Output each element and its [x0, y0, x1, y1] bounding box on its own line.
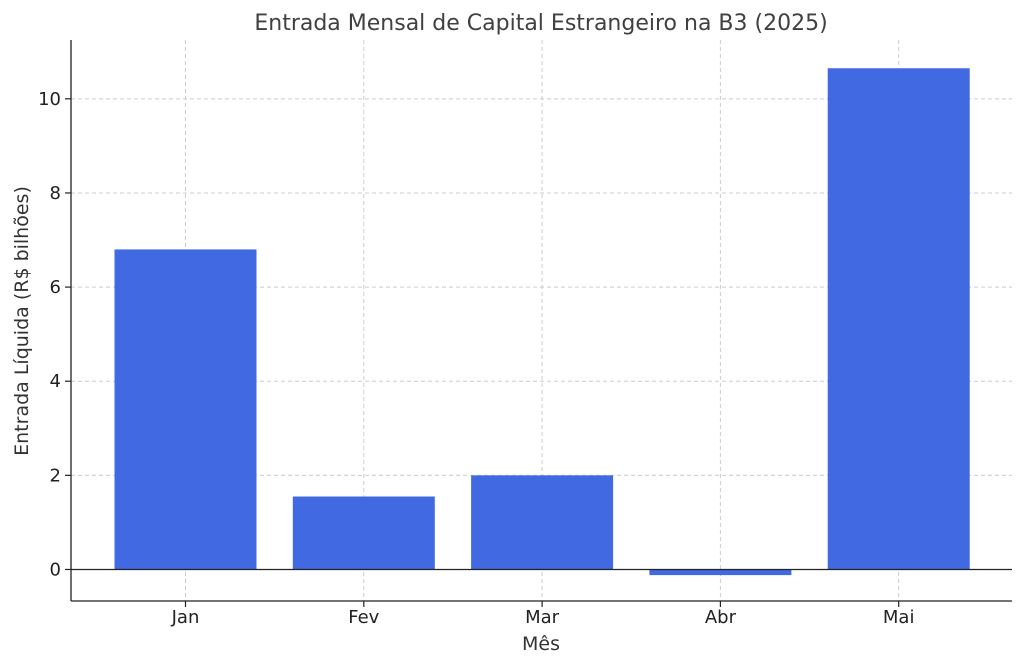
- y-tick-label-10: 10: [38, 89, 61, 110]
- x-axis-ticks: Jan Fev Mar Abr Mai: [171, 601, 915, 628]
- bar-mai: [827, 68, 970, 570]
- bars: [114, 68, 970, 576]
- x-tick-label-jan: Jan: [171, 607, 200, 628]
- y-tick-label-0: 0: [50, 559, 61, 580]
- chart-title: Entrada Mensal de Capital Estrangeiro na…: [254, 11, 827, 36]
- y-axis-label: Entrada Líquida (R$ bilhões): [11, 186, 33, 456]
- x-tick-label-fev: Fev: [348, 607, 379, 628]
- x-tick-label-mar: Mar: [525, 607, 560, 628]
- y-tick-label-2: 2: [50, 465, 61, 486]
- x-tick-label-mai: Mai: [883, 607, 915, 628]
- x-tick-label-abr: Abr: [705, 607, 737, 628]
- y-tick-label-6: 6: [50, 277, 61, 298]
- y-tick-label-4: 4: [50, 371, 61, 392]
- bar-mar: [471, 475, 614, 570]
- bar-jan: [114, 249, 257, 570]
- bar-abr: [649, 569, 792, 576]
- y-axis-ticks: 0 2 4 6 8 10: [38, 89, 71, 580]
- y-tick-label-8: 8: [50, 183, 61, 204]
- bar-fev: [292, 496, 435, 570]
- x-axis-label: Mês: [522, 633, 560, 655]
